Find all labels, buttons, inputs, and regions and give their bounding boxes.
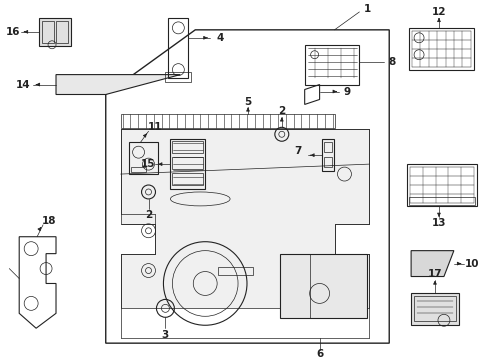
Bar — [121, 114, 335, 128]
Text: 10: 10 — [465, 258, 479, 269]
Bar — [166, 72, 191, 82]
Text: 17: 17 — [428, 269, 442, 279]
Bar — [323, 142, 332, 152]
Text: 13: 13 — [432, 218, 446, 228]
Bar — [128, 142, 158, 174]
Bar — [56, 21, 68, 43]
Bar — [414, 296, 456, 321]
Bar — [411, 293, 459, 325]
Text: 11: 11 — [148, 122, 163, 132]
Bar — [172, 157, 203, 169]
Bar — [218, 266, 253, 275]
Text: 14: 14 — [16, 80, 30, 90]
Bar — [407, 164, 477, 206]
Text: 18: 18 — [42, 216, 56, 226]
Text: 9: 9 — [344, 86, 351, 96]
Bar — [280, 254, 368, 318]
Polygon shape — [121, 129, 369, 309]
Bar — [172, 173, 203, 185]
Text: 16: 16 — [6, 27, 21, 37]
Text: 2: 2 — [145, 210, 152, 220]
Bar — [305, 45, 359, 85]
Bar — [169, 18, 188, 78]
Text: 2: 2 — [278, 107, 286, 116]
Bar — [42, 21, 54, 43]
Bar — [172, 141, 203, 153]
Text: 6: 6 — [316, 349, 323, 359]
Bar — [323, 157, 332, 167]
Text: 1: 1 — [364, 4, 371, 14]
Bar — [409, 197, 475, 205]
Bar — [409, 28, 474, 69]
Bar — [131, 167, 146, 172]
Bar — [171, 139, 205, 189]
Text: 3: 3 — [162, 330, 169, 340]
Polygon shape — [411, 251, 454, 276]
Text: 15: 15 — [141, 159, 156, 169]
Polygon shape — [56, 75, 180, 94]
Bar — [321, 139, 334, 171]
Bar — [39, 18, 71, 46]
Text: 12: 12 — [432, 7, 446, 17]
Text: 7: 7 — [294, 146, 301, 156]
Text: 4: 4 — [217, 33, 224, 43]
Text: 5: 5 — [245, 98, 251, 107]
Text: 8: 8 — [389, 57, 396, 67]
